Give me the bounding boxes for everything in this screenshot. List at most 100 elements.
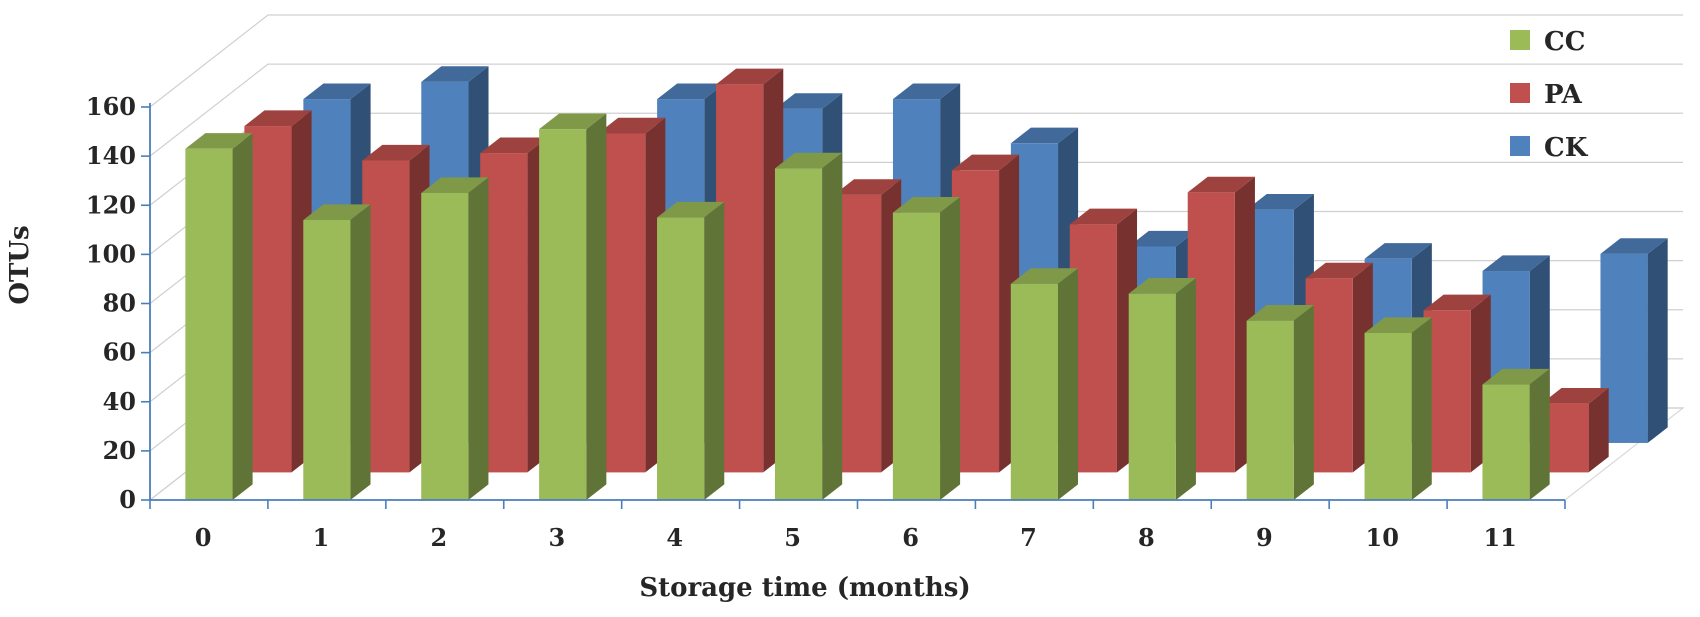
bar-front [1246, 320, 1294, 500]
y-tick-label: 160 [86, 92, 136, 121]
x-tick-labels: 0 1 2 3 4 5 6 7 8 9 10 11 [195, 523, 1517, 552]
bar-front [657, 217, 705, 500]
bar-top [775, 93, 843, 109]
bar-cc-1 [303, 204, 371, 501]
bar-cc-4 [657, 201, 725, 501]
legend-swatch [1510, 83, 1530, 103]
y-axis-title: OTUs [5, 225, 35, 304]
bar-cc-11 [1482, 368, 1550, 500]
bar-top [421, 177, 489, 193]
bar-top [1128, 230, 1197, 247]
bar-top [480, 137, 548, 154]
legend-label: PA [1544, 80, 1583, 110]
bar-pa-10 [1423, 294, 1491, 473]
bar-top [1187, 176, 1255, 193]
y-tick-label: 80 [103, 289, 136, 318]
bar-cc-10 [1364, 317, 1432, 500]
x-tick-label: 7 [1020, 523, 1037, 552]
bar-top [892, 83, 961, 100]
bar-top [185, 133, 253, 149]
bar-pa-9 [1305, 262, 1373, 473]
bar-cc-3 [539, 113, 607, 500]
x-tick-label: 5 [784, 523, 801, 552]
legend-swatch [1510, 136, 1530, 156]
legend-label: CK [1544, 133, 1589, 163]
bar-pa-6 [951, 154, 1020, 473]
x-tick-label: 10 [1366, 523, 1399, 552]
bar-pa-11 [1541, 387, 1609, 473]
bar-cc-8 [1128, 278, 1196, 500]
bar-side [232, 133, 253, 500]
bar-side [350, 204, 371, 500]
bar-top [951, 154, 1020, 171]
y-tick-label: 0 [119, 485, 136, 514]
x-axis-title: Storage time (months) [639, 573, 970, 603]
bar-front [1010, 283, 1058, 500]
bar-pa-3 [598, 117, 666, 473]
x-tick-label: 1 [313, 523, 330, 552]
bar-top [1128, 278, 1196, 294]
y-tick-label: 40 [103, 387, 136, 416]
bar-top [716, 68, 784, 85]
bar-pa-4 [716, 68, 784, 473]
bar-pa-2 [480, 137, 548, 473]
bar-front [1128, 293, 1176, 500]
bar-cc-9 [1246, 305, 1314, 500]
bar-side [586, 113, 607, 500]
bar-pa-5 [833, 179, 902, 473]
bar-ck-11 [1600, 238, 1668, 443]
bar-side [468, 177, 489, 501]
bar-side [940, 196, 961, 500]
bar-cc-6 [892, 196, 961, 500]
bar-top [657, 83, 725, 100]
bar-front [1364, 332, 1412, 500]
bar-top [1010, 127, 1079, 144]
bar-front [1482, 384, 1530, 500]
y-tick-label: 100 [86, 239, 136, 268]
bar-side [1057, 268, 1079, 500]
bar-top [1305, 262, 1373, 279]
x-tick-label: 8 [1138, 523, 1155, 552]
bar-side [1293, 305, 1314, 500]
bar-top [244, 110, 312, 127]
bar-front [421, 192, 469, 500]
bar-top [1482, 255, 1550, 272]
x-tick-label: 11 [1483, 523, 1516, 552]
y-tick-labels: 0 20 40 60 80 100 120 140 160 [86, 92, 136, 514]
x-tick-label: 4 [666, 523, 683, 552]
bar-top [1482, 368, 1550, 385]
bar-top [1364, 317, 1432, 333]
bar-front [303, 219, 351, 501]
bar-top [1069, 208, 1138, 225]
gridline [149, 63, 1683, 157]
bar-top [1246, 305, 1314, 321]
bar-cc-7 [1010, 268, 1079, 500]
y-tick-label: 140 [86, 141, 136, 170]
legend-label: CC [1544, 27, 1585, 57]
bar-side [704, 201, 725, 501]
bar-top [1246, 193, 1314, 210]
bar-pa-7 [1069, 208, 1138, 473]
bar-cc-2 [421, 177, 489, 501]
x-tick-label: 3 [548, 523, 565, 552]
legend-item-ck: CK [1510, 133, 1589, 163]
y-tick-label: 120 [86, 190, 136, 219]
gridline [149, 14, 1683, 108]
bar-side [822, 152, 843, 501]
bar-top [1541, 387, 1609, 404]
bar-top [1364, 243, 1432, 259]
bar-pa-1 [362, 144, 430, 473]
bar-side [1588, 387, 1609, 473]
bar-side [1647, 238, 1668, 443]
bar-pa-0 [244, 110, 312, 473]
bar-top [598, 117, 666, 134]
bar-top [539, 113, 607, 130]
bar-top [421, 66, 489, 82]
bar-cc-0 [185, 133, 253, 500]
bar-side [1175, 278, 1196, 500]
bar-cc-5 [774, 152, 843, 501]
bar-front [774, 168, 823, 500]
bar-front [892, 212, 941, 500]
bar-top [833, 179, 902, 195]
